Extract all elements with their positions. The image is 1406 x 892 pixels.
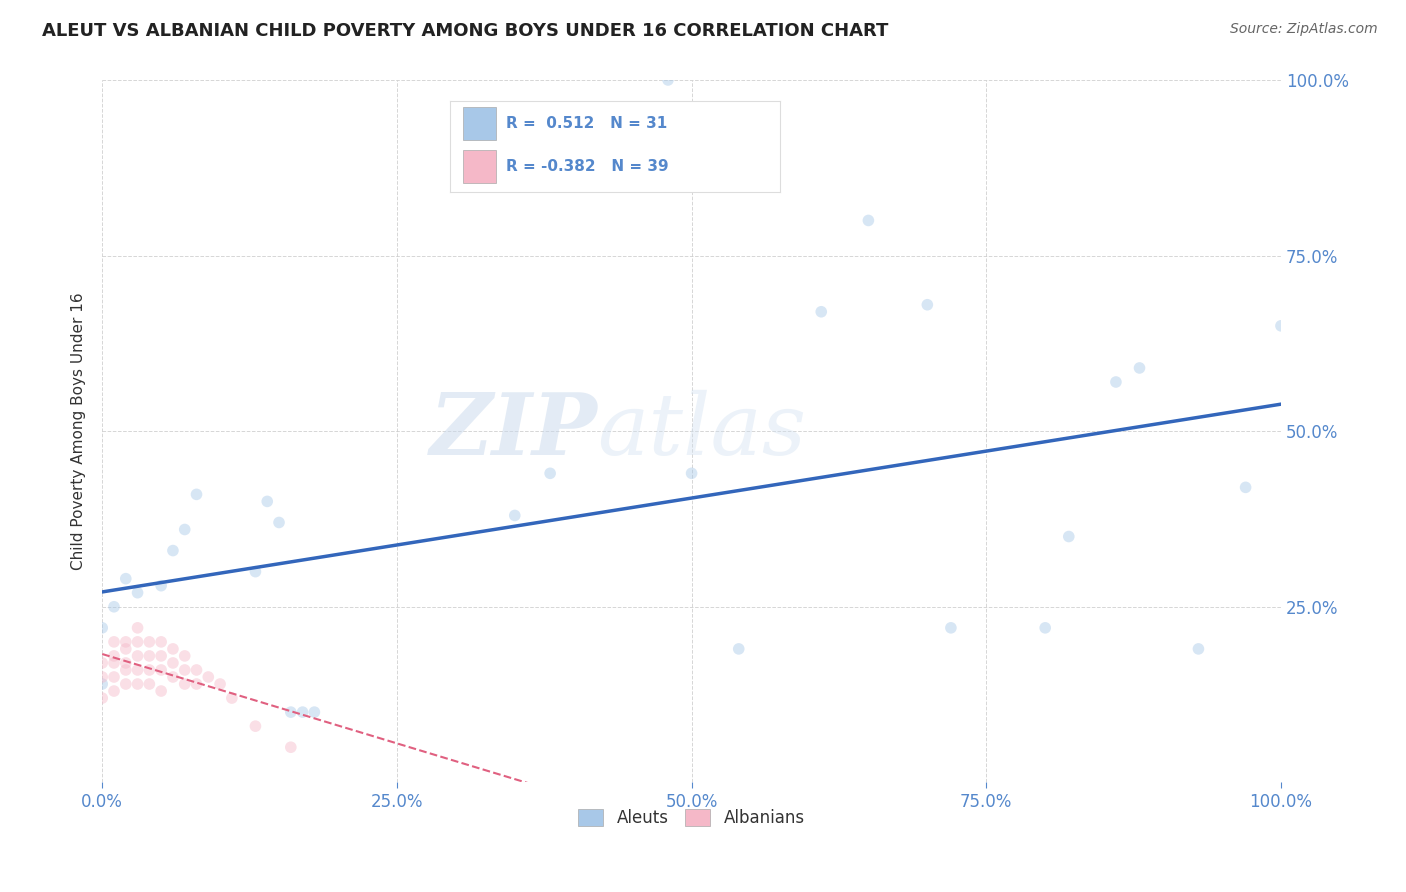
Point [173, 523, 195, 537]
Point [245, 719, 267, 733]
Point [186, 487, 208, 501]
Point [162, 543, 184, 558]
Point [186, 677, 208, 691]
Point [162, 641, 184, 656]
Point [114, 635, 136, 649]
Point [657, 73, 679, 87]
Point [1128, 361, 1150, 376]
Point [858, 213, 880, 227]
Text: ZIP: ZIP [429, 390, 598, 473]
Point [103, 599, 125, 614]
Point [917, 298, 939, 312]
Point [91, 656, 114, 670]
Point [162, 670, 184, 684]
Point [186, 663, 208, 677]
Point [91, 621, 114, 635]
Point [221, 691, 243, 706]
Point [256, 494, 278, 508]
Point [173, 677, 195, 691]
Point [127, 677, 149, 691]
Point [103, 670, 125, 684]
Point [267, 516, 290, 530]
Point [280, 740, 302, 755]
Text: ALEUT VS ALBANIAN CHILD POVERTY AMONG BOYS UNDER 16 CORRELATION CHART: ALEUT VS ALBANIAN CHILD POVERTY AMONG BO… [42, 22, 889, 40]
Point [1234, 480, 1257, 494]
Legend: Aleuts, Albanians: Aleuts, Albanians [572, 802, 811, 834]
Point [681, 467, 703, 481]
Point [304, 705, 326, 719]
Text: Source: ZipAtlas.com: Source: ZipAtlas.com [1230, 22, 1378, 37]
Point [150, 663, 173, 677]
Point [114, 572, 136, 586]
Point [127, 585, 149, 599]
Point [103, 648, 125, 663]
Point [150, 648, 173, 663]
Point [1033, 621, 1056, 635]
Point [103, 656, 125, 670]
Point [197, 670, 219, 684]
Point [162, 656, 184, 670]
Point [291, 705, 314, 719]
Point [91, 691, 114, 706]
Point [150, 579, 173, 593]
Point [138, 663, 160, 677]
Point [138, 648, 160, 663]
Point [280, 705, 302, 719]
Point [103, 684, 125, 698]
Point [209, 677, 232, 691]
Point [1105, 375, 1128, 389]
Point [538, 467, 561, 481]
Point [114, 656, 136, 670]
Point [127, 648, 149, 663]
Point [127, 635, 149, 649]
Point [1057, 529, 1080, 543]
Point [138, 635, 160, 649]
Point [1270, 318, 1292, 333]
Point [1187, 641, 1209, 656]
Y-axis label: Child Poverty Among Boys Under 16: Child Poverty Among Boys Under 16 [72, 293, 86, 570]
Point [150, 635, 173, 649]
Point [114, 663, 136, 677]
Point [173, 648, 195, 663]
Point [727, 641, 749, 656]
Point [91, 670, 114, 684]
Point [114, 677, 136, 691]
Text: atlas: atlas [598, 390, 807, 473]
Point [173, 663, 195, 677]
Point [114, 641, 136, 656]
Point [503, 508, 526, 523]
Point [245, 565, 267, 579]
Point [103, 635, 125, 649]
Point [138, 677, 160, 691]
Point [127, 663, 149, 677]
Point [127, 621, 149, 635]
Point [810, 305, 832, 319]
Point [150, 684, 173, 698]
Point [91, 677, 114, 691]
Point [939, 621, 962, 635]
